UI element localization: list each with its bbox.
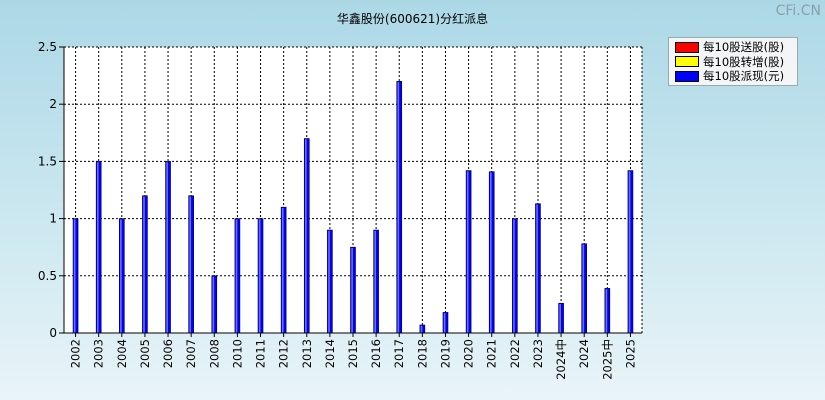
bar (280, 206, 287, 334)
x-tick-label: 2018 (415, 339, 429, 368)
bar-highlight (281, 207, 284, 333)
x-tick-label: 2014 (323, 339, 337, 368)
x-tick-label: 2017 (392, 339, 406, 368)
x-tick-label: 2013 (300, 339, 314, 368)
legend-item-zhuan: 每10股转增(股) (675, 55, 791, 70)
bar-highlight (490, 172, 492, 333)
x-tick-label: 2002 (69, 339, 83, 368)
x-tick-label: 2010 (230, 339, 244, 368)
x-tick-label: 2024 (577, 339, 591, 368)
legend-label: 每10股派现(元) (703, 69, 785, 84)
bar-highlight (605, 289, 608, 333)
bar-highlight (305, 139, 307, 333)
bar-highlight (420, 325, 423, 333)
bar (142, 195, 148, 334)
bar (95, 161, 102, 334)
bar (327, 229, 333, 334)
legend-item-song: 每10股送股(股) (675, 40, 791, 55)
bar (535, 203, 541, 334)
x-tick-label: 2023 (531, 339, 545, 368)
x-tick-label: 2021 (485, 339, 499, 368)
bar-highlight (582, 244, 585, 333)
x-tick-label: 2025 (623, 339, 637, 368)
chart-title: 华鑫股份(600621)分红派息 (336, 12, 489, 26)
bar-highlight (73, 219, 76, 333)
bar-highlight (559, 304, 561, 333)
bar (488, 171, 495, 334)
bar (512, 218, 518, 334)
bar (234, 218, 241, 334)
bar-highlight (189, 196, 192, 333)
x-tick-label: 2011 (254, 339, 268, 368)
bar-highlight (96, 162, 99, 333)
legend-label: 每10股转增(股) (703, 54, 785, 69)
y-tick-label: 2.5 (38, 40, 57, 54)
bar (442, 312, 449, 334)
brand-logo: CFi.CN (775, 3, 821, 19)
y-tick-label: 2 (49, 97, 57, 111)
x-tick-label: 2003 (92, 339, 106, 368)
bar-highlight (351, 248, 353, 333)
bar (581, 243, 588, 334)
x-tick-label: 2020 (462, 339, 476, 368)
x-tick-label: 2004 (115, 339, 129, 368)
bar (627, 170, 634, 334)
bar-highlight (258, 219, 261, 333)
bar (211, 275, 218, 334)
x-tick-label: 2019 (438, 339, 452, 368)
bar (188, 195, 194, 334)
x-tick-label: 2007 (184, 339, 198, 368)
bar-highlight (374, 230, 377, 333)
legend-swatch-yellow (675, 56, 699, 68)
bar-highlight (513, 219, 515, 333)
bar-highlight (120, 219, 122, 333)
bar (165, 161, 171, 334)
bar-highlight (628, 171, 631, 333)
bar (257, 218, 264, 334)
y-tick-label: 1.5 (38, 154, 57, 168)
bar-highlight (235, 219, 238, 333)
bar (419, 324, 426, 334)
bar-highlight (466, 171, 469, 333)
legend-item-pai: 每10股派现(元) (675, 69, 791, 84)
bar-highlight (397, 82, 400, 333)
legend-swatch-red (675, 41, 699, 53)
x-tick-label: 2024中 (554, 339, 568, 380)
y-tick-label: 0 (49, 326, 57, 340)
bar-highlight (536, 204, 538, 333)
legend-label: 每10股送股(股) (703, 40, 785, 55)
legend-swatch-blue (675, 70, 699, 82)
x-tick-label: 2025中 (600, 339, 614, 380)
x-tick-label: 2008 (207, 339, 221, 368)
bar (604, 288, 611, 334)
x-tick-label: 2015 (346, 339, 360, 368)
bar-highlight (212, 276, 215, 333)
bar (465, 170, 472, 334)
bar-highlight (166, 162, 168, 333)
x-tick-label: 2016 (369, 339, 383, 368)
bar (119, 218, 125, 334)
x-tick-label: 2012 (277, 339, 291, 368)
bar-highlight (443, 313, 446, 333)
bar (373, 229, 379, 334)
bar-highlight (328, 230, 330, 333)
bar (303, 138, 310, 334)
bar (558, 302, 564, 334)
y-tick-label: 1 (49, 212, 57, 226)
bar (396, 81, 403, 334)
bar (350, 246, 356, 334)
x-tick-label: 2006 (161, 339, 175, 368)
x-tick-label: 2005 (138, 339, 152, 368)
bar-highlight (143, 196, 145, 333)
x-tick-label: 2022 (508, 339, 522, 368)
y-tick-label: 0.5 (38, 269, 57, 283)
legend: 每10股送股(股) 每10股转增(股) 每10股派现(元) (668, 37, 798, 86)
bar (72, 218, 79, 334)
